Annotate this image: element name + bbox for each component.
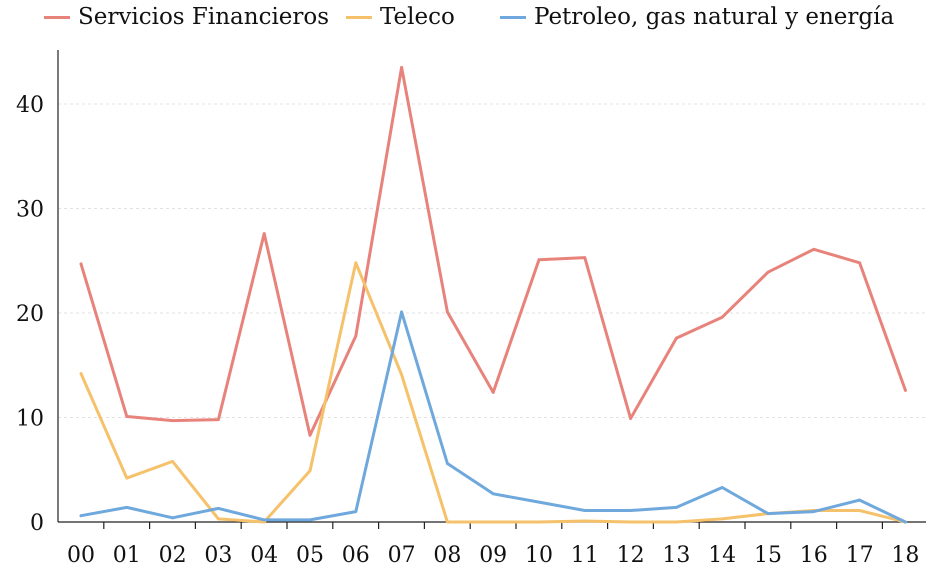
data-point <box>675 520 678 524</box>
x-tick-label: 00 <box>67 543 95 568</box>
data-point <box>766 512 770 516</box>
x-tick-label: 16 <box>800 543 828 568</box>
data-point <box>79 262 83 266</box>
data-point <box>491 391 495 394</box>
x-tick-label: 17 <box>846 543 874 568</box>
data-point <box>812 247 816 251</box>
y-tick-label: 10 <box>16 407 44 432</box>
data-point <box>766 270 770 274</box>
legend-label-petroleo: Petroleo, gas natural y energía <box>534 4 895 30</box>
x-tick-label: 04 <box>250 543 278 568</box>
x-tick-label: 09 <box>479 543 507 568</box>
y-tick-label: 20 <box>16 302 44 327</box>
data-point <box>583 519 587 523</box>
data-point <box>262 232 266 235</box>
data-point <box>354 510 358 513</box>
x-tick-label: 12 <box>617 543 645 568</box>
data-point <box>812 510 816 513</box>
x-tick-label: 15 <box>754 543 782 568</box>
data-point <box>720 486 724 489</box>
legend-item-servicios-financieros: Servicios Financieros <box>44 4 329 30</box>
data-point <box>583 256 587 260</box>
grid-lines <box>58 103 926 418</box>
legend-label-servicios-financieros: Servicios Financieros <box>78 4 330 30</box>
data-point <box>904 520 907 524</box>
x-tick-label: 08 <box>433 543 461 568</box>
data-point <box>858 509 861 512</box>
data-point <box>720 517 724 521</box>
legend-item-teleco: Teleco <box>346 4 455 30</box>
data-point <box>537 500 541 504</box>
data-point <box>125 415 129 418</box>
data-point <box>675 336 678 340</box>
x-tick-labels: 00 01 02 03 04 05 06 07 08 09 10 11 12 13 14 15 16 17 18 <box>67 543 919 568</box>
legend-swatch-servicios-financieros <box>44 15 70 19</box>
data-point <box>446 520 449 524</box>
data-point <box>354 261 358 265</box>
legend-swatch-teleco <box>346 15 372 19</box>
data-point <box>858 261 861 265</box>
x-tick-label: 03 <box>204 543 232 568</box>
y-tick-label: 0 <box>30 511 44 536</box>
data-point <box>79 372 83 376</box>
data-point <box>446 462 449 465</box>
data-point <box>583 509 587 512</box>
data-point <box>308 518 312 522</box>
data-point <box>217 507 220 510</box>
data-point <box>537 520 541 524</box>
data-point <box>354 334 358 338</box>
data-point <box>629 417 632 420</box>
y-tick-label: 30 <box>16 198 44 223</box>
data-point <box>308 433 312 437</box>
data-point <box>400 66 403 69</box>
x-tick-label: 01 <box>113 543 141 568</box>
x-tick-label: 02 <box>159 543 187 568</box>
series-lines <box>79 65 907 524</box>
data-point <box>125 476 129 480</box>
axes <box>57 50 926 529</box>
legend-item-petroleo: Petroleo, gas natural y energía <box>500 4 894 30</box>
legend: Servicios Financieros Teleco Petroleo, g… <box>0 0 930 40</box>
x-tick-label: 05 <box>296 543 324 568</box>
data-point <box>171 419 175 423</box>
data-point <box>629 520 632 524</box>
legend-label-teleco: Teleco <box>380 4 455 30</box>
data-point <box>400 373 403 377</box>
data-point <box>537 258 541 262</box>
data-point <box>125 505 129 509</box>
data-point <box>491 520 495 524</box>
data-point <box>262 518 266 522</box>
x-tick-label: 14 <box>708 543 736 568</box>
x-tick-label: 13 <box>662 543 690 568</box>
data-point <box>446 310 449 314</box>
data-point <box>491 492 495 496</box>
y-tick-labels: 0 10 20 30 40 <box>16 93 44 536</box>
data-point <box>400 310 403 314</box>
data-point <box>629 509 632 512</box>
x-tick-label: 10 <box>525 543 553 568</box>
x-tick-label: 06 <box>342 543 370 568</box>
data-point <box>171 459 175 463</box>
series-line-0 <box>79 65 907 437</box>
data-point <box>217 418 220 421</box>
data-point <box>79 514 83 518</box>
data-point <box>858 498 861 502</box>
x-tick-label: 11 <box>571 543 599 568</box>
data-point <box>217 517 220 521</box>
legend-swatch-petroleo <box>500 15 526 19</box>
x-tick-label: 07 <box>388 543 416 568</box>
data-point <box>675 505 678 509</box>
y-tick-label: 40 <box>16 93 44 118</box>
x-tick-label: 18 <box>891 543 919 568</box>
data-point <box>720 315 724 319</box>
data-point <box>904 388 907 392</box>
data-point <box>171 516 175 520</box>
data-point <box>308 469 312 473</box>
